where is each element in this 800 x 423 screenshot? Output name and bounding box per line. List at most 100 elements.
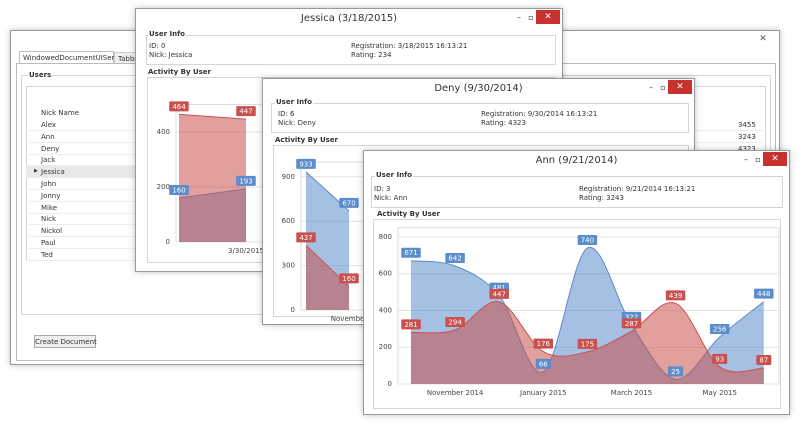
- series-area: [179, 114, 246, 242]
- user-info-group: [146, 35, 556, 65]
- data-label-box: [577, 338, 598, 349]
- user-registration: Registration: 9/30/2014 16:13:21: [481, 110, 598, 118]
- y-tick-label: 0: [388, 380, 392, 388]
- data-label: 87: [759, 357, 768, 365]
- x-tick-label: March 2015: [611, 389, 652, 397]
- create-document-button[interactable]: Create Document: [34, 335, 97, 348]
- series-line: [410, 301, 764, 373]
- data-label-box: [339, 273, 359, 284]
- nick-name: Paul: [41, 239, 56, 247]
- nick-name: John: [41, 180, 57, 188]
- data-label-box: [668, 366, 684, 377]
- y-tick-label: 200: [379, 343, 392, 351]
- series-line: [178, 113, 247, 120]
- window-title: Ann (9/21/2014): [535, 155, 618, 166]
- y-tick-label: 0: [166, 238, 170, 246]
- data-label-box: [489, 288, 509, 299]
- x-tick-label: 3/30/2015: [228, 247, 264, 255]
- user-rating: Rating: 234: [351, 51, 392, 59]
- series-layer: [410, 247, 765, 384]
- y-tick-label: 600: [379, 270, 392, 278]
- nick-name: Jessica: [41, 168, 65, 177]
- maximize-button[interactable]: ▫: [528, 13, 534, 22]
- nick-name: Ted: [41, 250, 53, 259]
- y-tick-label: 0: [291, 306, 295, 314]
- data-label: 447: [239, 108, 252, 116]
- user-info-group: [371, 176, 783, 208]
- user-nick: Nick: Jessica: [149, 51, 193, 59]
- nick-name: Nickol: [41, 227, 63, 236]
- maximize-button[interactable]: ▫: [660, 83, 666, 92]
- close-button[interactable]: ✕: [536, 10, 560, 24]
- data-label: 322: [625, 313, 638, 321]
- tab-label: Tabbe: [118, 55, 139, 63]
- data-label-box: [621, 318, 642, 329]
- group-label: Activity By User: [376, 210, 442, 218]
- data-label: 281: [404, 321, 417, 329]
- data-label: 256: [713, 325, 727, 333]
- y-tick-label: 300: [282, 262, 295, 270]
- data-label-box: [712, 353, 728, 364]
- data-label: 933: [299, 160, 312, 168]
- data-label-box: [535, 358, 551, 369]
- nick-name: Jack: [41, 156, 56, 165]
- window-title: Jessica (3/18/2015): [300, 13, 398, 24]
- data-label-box: [445, 253, 465, 264]
- user-rating: Rating: 4323: [481, 119, 526, 127]
- group-label: User Info: [275, 98, 313, 106]
- close-button[interactable]: ✕: [668, 80, 692, 94]
- data-label: 25: [671, 368, 680, 376]
- data-label: 671: [404, 249, 417, 257]
- data-label-box: [709, 323, 730, 334]
- data-label: 175: [581, 340, 594, 348]
- user-registration: Registration: 9/21/2014 16:13:21: [579, 185, 696, 193]
- data-label-box: [236, 175, 256, 186]
- user-info-group: [271, 103, 689, 133]
- data-label: 740: [581, 237, 594, 245]
- data-label: 287: [625, 320, 638, 328]
- series-line: [305, 171, 350, 212]
- y-tick-label: 600: [282, 217, 295, 225]
- data-label-box: [754, 288, 774, 299]
- user-id: ID: 6: [278, 110, 295, 118]
- close-button[interactable]: ✕: [763, 152, 787, 166]
- data-label: 448: [757, 290, 770, 298]
- data-label: 437: [299, 234, 312, 242]
- minimize-button[interactable]: –: [517, 13, 521, 22]
- minimize-button[interactable]: –: [744, 155, 748, 164]
- user-nick: Nick: Deny: [278, 119, 316, 127]
- x-tick-label: May 2015: [702, 389, 737, 397]
- series-layer: [305, 171, 350, 310]
- tab[interactable]: WindowedDocumentUIService: [19, 51, 129, 64]
- document-window: Ann (9/21/2014) – ▫ ✕ User Info ID: 3 Ni…: [363, 150, 790, 415]
- tab-label: WindowedDocumentUIService: [23, 54, 129, 62]
- user-rating: Rating: 3243: [579, 194, 624, 202]
- data-label-box: [756, 355, 772, 366]
- x-tick-label: November: [331, 315, 368, 323]
- chart: 0 200 400 600 800 November 2014 January 2015 Ma…: [379, 227, 780, 397]
- close-button[interactable]: ✕: [759, 34, 767, 44]
- data-label: 160: [342, 275, 355, 283]
- series-line: [305, 244, 350, 287]
- group-label: User Info: [148, 30, 186, 38]
- data-label-box: [533, 338, 554, 349]
- nick-name: Nick: [41, 215, 57, 224]
- minimize-button[interactable]: –: [649, 83, 653, 92]
- nick-name: Ann: [41, 132, 55, 141]
- nick-name: Deny: [41, 144, 60, 153]
- x-tick-label: January 2015: [519, 389, 567, 397]
- data-label: 481: [493, 284, 506, 292]
- series-layer: [178, 113, 247, 242]
- data-label: 439: [669, 292, 682, 300]
- data-label: 193: [239, 177, 252, 185]
- data-label: 294: [448, 318, 462, 326]
- data-label-box: [401, 247, 421, 258]
- row-indicator: ▶: [34, 168, 38, 175]
- data-label-box: [169, 185, 189, 195]
- series-area: [306, 245, 349, 310]
- maximize-button[interactable]: ▫: [755, 155, 761, 164]
- series-area: [411, 301, 764, 384]
- user-id: ID: 3: [374, 185, 391, 193]
- data-label-box: [296, 158, 316, 169]
- rating: 4323: [738, 144, 756, 153]
